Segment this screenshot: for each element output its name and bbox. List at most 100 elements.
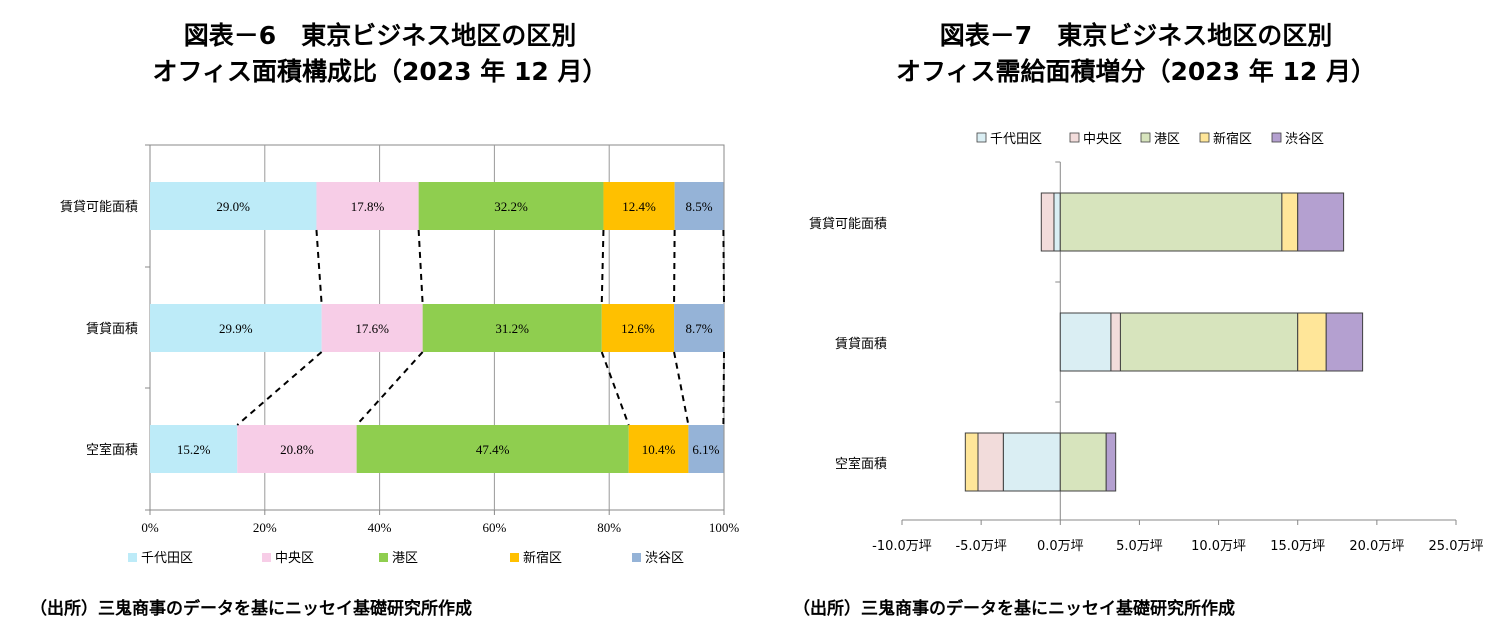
chart6-data-label: 20.8%	[280, 442, 314, 457]
chart6-legend-swatch	[379, 553, 388, 562]
chart6-legend-swatch	[262, 553, 271, 562]
chart6-series-line	[236, 351, 323, 426]
chart7-x-tick-label: -5.0万坪	[955, 539, 1006, 554]
chart6-bar-segment	[674, 182, 724, 230]
chart7-category-label: 賃貸面積	[835, 336, 887, 352]
chart7-legend-label: 渋谷区	[1285, 132, 1324, 147]
chart6-legend-swatch	[632, 553, 641, 562]
chart7-legend-swatch	[1271, 132, 1282, 143]
chart6-series-line	[673, 351, 690, 426]
chart7-x-tick-label: 5.0万坪	[1116, 539, 1163, 554]
chart7-bar-segment	[964, 432, 979, 492]
chart6-bar-segment	[237, 425, 357, 473]
chart6-data-label: 17.6%	[355, 321, 389, 336]
chart6-series-line	[722, 351, 725, 426]
chart6-series-line	[673, 229, 676, 305]
chart7-bar-segment	[1325, 312, 1364, 372]
chart6-legend-label: 新宿区	[523, 550, 562, 566]
chart7-bar-segment	[1297, 192, 1345, 252]
chart6-series-line	[722, 229, 725, 305]
chart7-bar-segment	[1059, 192, 1283, 252]
chart6-data-label: 12.6%	[621, 321, 655, 336]
chart7-title-line2: オフィス需給面積増分（2023 年 12 月）	[896, 57, 1376, 86]
chart7-legend-swatch	[1199, 132, 1210, 143]
chart6-series-line	[355, 351, 424, 426]
chart6-x-tick-label: 0%	[141, 520, 159, 535]
chart6-legend-label: 港区	[392, 551, 418, 566]
chart6-legend-swatch	[128, 553, 137, 562]
chart7-bar-segment	[1119, 312, 1299, 372]
chart6-x-tick-label: 80%	[597, 520, 621, 535]
chart6-data-label: 32.2%	[494, 199, 528, 214]
chart6-category-label: 賃貸可能面積	[60, 199, 138, 215]
chart7-x-tick-label: 15.0万坪	[1270, 539, 1325, 554]
chart6-bar-segment	[150, 425, 238, 473]
chart7-legend-label: 中央区	[1083, 132, 1122, 147]
chart6-category-label: 賃貸面積	[86, 321, 138, 337]
chart7-category-label: 空室面積	[835, 456, 887, 472]
chart6-legend-label: 渋谷区	[645, 551, 684, 566]
chart7-legend-swatch	[1069, 132, 1080, 143]
chart7-bar-segment	[1297, 312, 1327, 372]
chart7-x-tick-label: 10.0万坪	[1191, 539, 1246, 554]
chart7-legend-swatch	[1140, 132, 1151, 143]
chart6-bar-segment	[628, 425, 689, 473]
chart6-series-line	[417, 229, 424, 305]
chart6-legend-label: 千代田区	[141, 551, 193, 566]
chart6-x-tick-label: 40%	[368, 520, 392, 535]
chart6-x-tick-label: 100%	[709, 520, 740, 535]
chart6-bar-segment	[321, 304, 423, 352]
chart7-bar-segment	[1040, 192, 1055, 252]
chart6-data-label: 47.4%	[476, 442, 510, 457]
chart7-legend-label: 新宿区	[1213, 131, 1252, 147]
chart6-data-label: 8.7%	[685, 321, 712, 336]
chart6-bar-segment	[603, 182, 675, 230]
chart7-legend-label: 港区	[1154, 132, 1180, 147]
chart7-bar-segment	[1110, 312, 1121, 372]
chart6-bar-segment	[601, 304, 675, 352]
chart6-bar-segment	[150, 304, 322, 352]
chart7-bar-segment	[1053, 192, 1061, 252]
chart6-bar-segment	[356, 425, 629, 473]
chart7-bar-segment	[1059, 312, 1112, 372]
chart6-data-label: 17.8%	[351, 199, 385, 214]
chart6-bar-segment	[418, 182, 604, 230]
chart7-x-tick-label: 25.0万坪	[1429, 539, 1484, 554]
chart7-bar-segment	[1105, 432, 1117, 492]
chart7-title: 図表－7 東京ビジネス地区の区別 オフィス需給面積増分（2023 年 12 月）	[760, 18, 1512, 90]
chart6-bar-segment	[674, 304, 724, 352]
chart6-stacked-bar: 0% 20% 40% 60% 80% 100% 29.0% 17.8% 32.2% 12.4% 8.…	[60, 144, 740, 566]
chart7-bar-segment	[1002, 432, 1061, 492]
chart6-bar-segment	[422, 304, 602, 352]
chart6-x-tick-label: 20%	[253, 520, 277, 535]
chart7-bar-segment	[977, 432, 1004, 492]
chart6-data-label: 10.4%	[642, 442, 676, 457]
chart6-title: 図表－6 東京ビジネス地区の区別 オフィス面積構成比（2023 年 12 月）	[0, 18, 760, 90]
chart7-x-tick-label: 20.0万坪	[1349, 539, 1404, 554]
chart6-legend-label: 中央区	[275, 551, 314, 566]
chart6-data-label: 6.1%	[692, 442, 719, 457]
chart6-data-label: 29.0%	[216, 199, 250, 214]
chart6-source: （出所）三鬼商事のデータを基にニッセイ基礎研究所作成	[30, 599, 472, 619]
chart7-x-tick-label: 0.0万坪	[1037, 539, 1084, 554]
chart6-data-label: 31.2%	[495, 321, 529, 336]
chart6-series-line	[315, 229, 323, 305]
chart6-category-label: 空室面積	[86, 442, 138, 458]
chart6-x-tick-label: 60%	[482, 520, 506, 535]
chart7-source: （出所）三鬼商事のデータを基にニッセイ基礎研究所作成	[793, 599, 1235, 619]
chart6-bar-segment	[150, 182, 317, 230]
chart6-bar-segment	[688, 425, 724, 473]
chart7-legend-swatch	[976, 132, 987, 143]
chart6-data-label: 29.9%	[219, 321, 253, 336]
chart6-bar-segment	[316, 182, 419, 230]
chart7-title-line1: 図表－7 東京ビジネス地区の区別	[939, 21, 1333, 50]
chart6-title-line1: 図表－6 東京ビジネス地区の区別	[183, 21, 577, 50]
chart6-title-line2: オフィス面積構成比（2023 年 12 月）	[152, 57, 608, 86]
chart6-data-label: 8.5%	[685, 199, 712, 214]
chart6-data-label: 12.4%	[622, 199, 656, 214]
chart7-x-tick-label: -10.0万坪	[872, 539, 932, 554]
chart7-bar-segment	[1281, 192, 1299, 252]
chart6-data-label: 15.2%	[177, 442, 211, 457]
chart7-bar-segment	[1059, 432, 1107, 492]
